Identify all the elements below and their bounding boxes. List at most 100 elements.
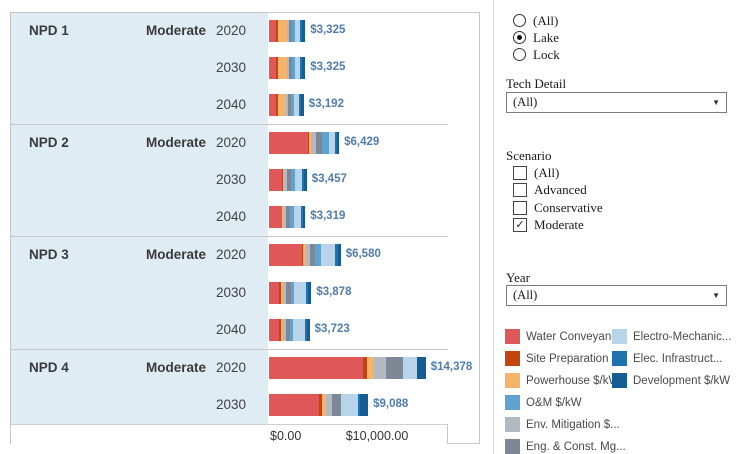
bar-segment-env[interactable]	[282, 318, 286, 341]
bar-segment-eng[interactable]	[286, 206, 290, 229]
bar-segment-env[interactable]	[283, 206, 287, 229]
checkbox-option-advanced[interactable]: Advanced	[513, 182, 603, 200]
bar-segment-elec[interactable]	[299, 94, 301, 117]
bar-segment-dev[interactable]	[306, 318, 310, 341]
bar-segment-dev[interactable]	[302, 206, 306, 229]
bar-segment-powerhouse[interactable]	[303, 244, 307, 267]
legend-item-elec[interactable]: Elec. Infrastruct...	[612, 351, 722, 366]
legend-item-eng[interactable]: Eng. & Const. Mg...	[505, 439, 626, 454]
bar-segment-om[interactable]	[290, 94, 295, 117]
bar-segment-site[interactable]	[282, 169, 284, 192]
bar-segment-elec[interactable]	[306, 281, 309, 304]
bar-segment-env[interactable]	[306, 244, 310, 267]
bar-segment-powerhouse[interactable]	[282, 206, 284, 229]
bar-segment-powerhouse[interactable]	[366, 356, 373, 379]
legend-item-electro[interactable]: Electro-Mechanic...	[612, 329, 731, 344]
bar-segment-site[interactable]	[301, 244, 304, 267]
bar-segment-electro[interactable]	[292, 318, 305, 341]
checkbox-option-conservative[interactable]: Conservative	[513, 199, 603, 217]
bar-segment-site[interactable]	[308, 132, 310, 155]
bar-segment-elec[interactable]	[302, 169, 305, 192]
bar-segment-electro[interactable]	[293, 281, 307, 304]
bar-segment-eng[interactable]	[285, 318, 290, 341]
bar-segment-elec[interactable]	[334, 244, 338, 267]
bar-segment-env[interactable]	[286, 94, 288, 117]
year-dropdown[interactable]: (All) ▼	[506, 285, 727, 306]
bar-segment-water[interactable]	[269, 356, 363, 379]
bar-segment-site[interactable]	[279, 281, 282, 304]
bar-segment-water[interactable]	[269, 244, 302, 267]
bar-segment-dev[interactable]	[416, 356, 426, 379]
bar-segment-water[interactable]	[269, 169, 283, 192]
bar-segment-water[interactable]	[269, 393, 320, 416]
bar-segment-elec[interactable]	[301, 206, 303, 229]
bar-segment-powerhouse[interactable]	[283, 169, 285, 192]
bar-segment-eng[interactable]	[287, 94, 291, 117]
bar-segment-env[interactable]	[286, 57, 289, 80]
bar-segment-env[interactable]	[284, 169, 288, 192]
bar-segment-eng[interactable]	[385, 356, 403, 379]
bar-segment-water[interactable]	[269, 206, 282, 229]
bar-segment-electro[interactable]	[294, 169, 303, 192]
bar-segment-water[interactable]	[269, 20, 277, 42]
legend-item-site[interactable]: Site Preparation ...	[505, 351, 621, 366]
bar-segment-electro[interactable]	[402, 356, 417, 379]
bar-segment-site[interactable]	[276, 20, 279, 42]
bar-segment-om[interactable]	[290, 281, 294, 304]
bar-segment-electro[interactable]	[295, 20, 301, 42]
bar-segment-dev[interactable]	[337, 244, 341, 267]
bar-segment-site[interactable]	[276, 57, 279, 80]
bar-segment-electro[interactable]	[295, 57, 301, 80]
bar-segment-site[interactable]	[281, 206, 283, 229]
bar-segment-electro[interactable]	[329, 132, 335, 155]
bar-segment-env[interactable]	[310, 132, 316, 155]
bar-segment-powerhouse[interactable]	[277, 94, 287, 117]
bar-segment-site[interactable]	[362, 356, 367, 379]
bar-segment-eng[interactable]	[287, 169, 291, 192]
bar-segment-env[interactable]	[325, 393, 332, 416]
checkbox-option-all[interactable]: (All)	[513, 164, 603, 182]
bar-segment-om[interactable]	[322, 132, 330, 155]
bar-segment-site[interactable]	[278, 318, 281, 341]
legend-item-om[interactable]: O&M $/kW	[505, 395, 582, 410]
bar-segment-dev[interactable]	[308, 281, 312, 304]
bar-segment-eng[interactable]	[331, 393, 342, 416]
bar-segment-dev[interactable]	[360, 393, 368, 416]
bar-segment-eng[interactable]	[288, 20, 292, 42]
bar-segment-site[interactable]	[275, 94, 278, 117]
bar-segment-powerhouse[interactable]	[278, 57, 287, 80]
bar-segment-dev[interactable]	[300, 94, 304, 117]
bar-segment-om[interactable]	[291, 20, 296, 42]
bar-segment-powerhouse[interactable]	[280, 318, 283, 341]
radio-option-all[interactable]: (All)	[513, 12, 560, 29]
bar-segment-electro[interactable]	[293, 206, 302, 229]
bar-segment-elec[interactable]	[304, 318, 307, 341]
bar-segment-site[interactable]	[319, 393, 323, 416]
bar-segment-dev[interactable]	[301, 57, 306, 80]
checkbox-option-moderate[interactable]: ✓ Moderate	[513, 217, 603, 235]
bar-segment-eng[interactable]	[288, 57, 292, 80]
bar-segment-powerhouse[interactable]	[281, 281, 284, 304]
bar-segment-water[interactable]	[269, 281, 280, 304]
bar-segment-eng[interactable]	[309, 244, 315, 267]
bar-segment-dev[interactable]	[301, 20, 306, 42]
bar-segment-env[interactable]	[286, 20, 289, 42]
bar-segment-dev[interactable]	[304, 169, 307, 192]
bar-segment-water[interactable]	[269, 132, 309, 155]
bar-segment-water[interactable]	[269, 94, 276, 117]
bar-segment-om[interactable]	[291, 57, 296, 80]
bar-segment-powerhouse[interactable]	[309, 132, 311, 155]
bar-segment-elec[interactable]	[357, 393, 361, 416]
bar-segment-electro[interactable]	[321, 244, 335, 267]
bar-segment-om[interactable]	[289, 206, 294, 229]
bar-segment-water[interactable]	[269, 318, 279, 341]
legend-item-water[interactable]: Water Conveyanc...	[505, 329, 627, 344]
bar-segment-elec[interactable]	[334, 132, 337, 155]
bar-segment-electro[interactable]	[294, 94, 300, 117]
bar-segment-env[interactable]	[372, 356, 386, 379]
bar-segment-om[interactable]	[290, 169, 295, 192]
bar-segment-om[interactable]	[314, 244, 322, 267]
bar-segment-dev[interactable]	[336, 132, 339, 155]
bar-segment-env[interactable]	[283, 281, 287, 304]
bar-segment-water[interactable]	[269, 57, 277, 80]
